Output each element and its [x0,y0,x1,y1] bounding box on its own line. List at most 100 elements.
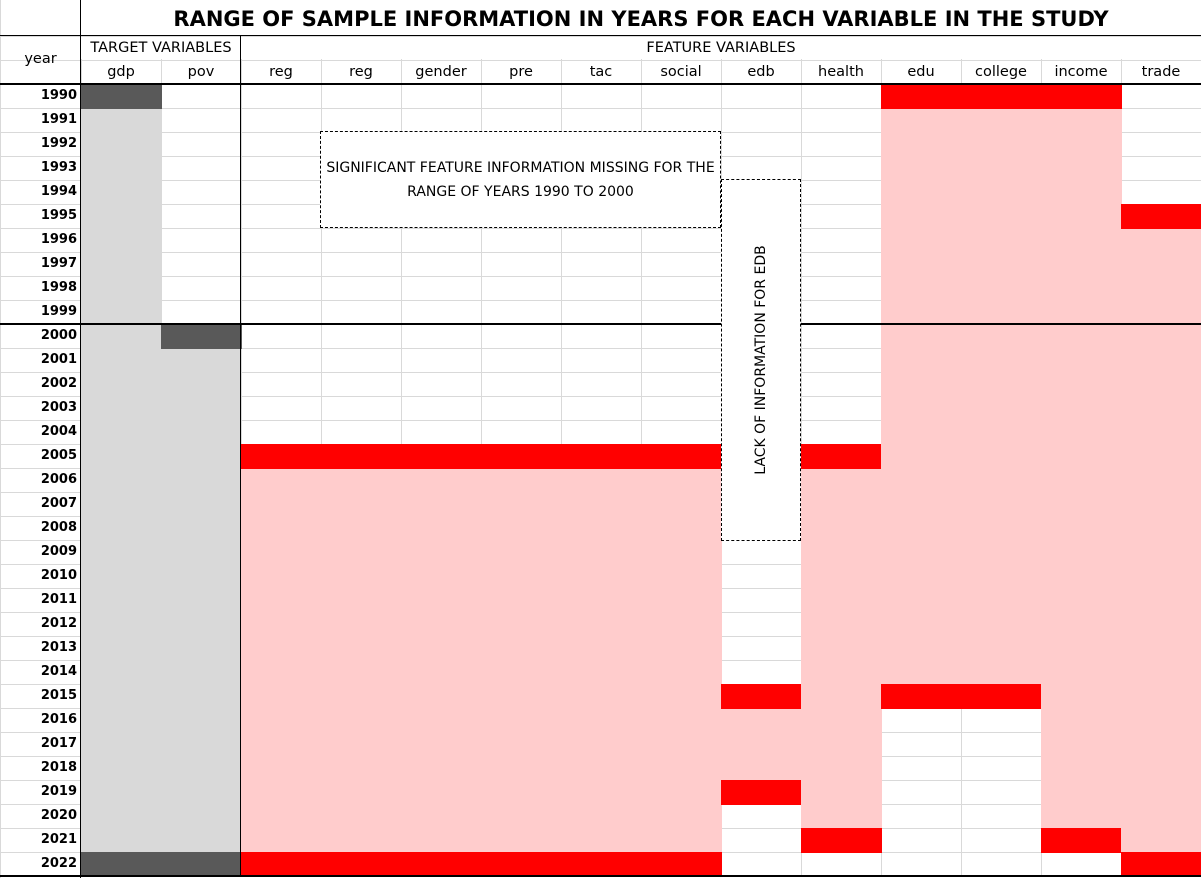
column-header-reg: reg [349,64,373,80]
grid-hline [0,252,1201,253]
coverage-range [241,444,322,877]
feature-missing-text: SIGNIFICANT FEATURE INFORMATION MISSING … [326,159,715,200]
year-label: 1995 [40,208,77,223]
year-label: 2007 [40,496,77,511]
year-label: 1990 [40,88,77,103]
year-label: 1998 [40,280,77,295]
coverage-range [81,84,162,877]
year-label: 2003 [40,400,77,415]
year-label: 1994 [40,184,77,199]
year-label: 2022 [40,856,77,871]
year-label: 2020 [40,808,77,823]
year-label: 2001 [40,352,77,367]
coverage-start [961,84,1042,109]
year-label: 2017 [40,736,77,751]
grid-hline [0,276,1201,277]
sheet-title: RANGE OF SAMPLE INFORMATION IN YEARS FOR… [173,7,1109,31]
coverage-range [1121,204,1201,877]
column-header-income: income [1054,64,1108,80]
year-label: 2005 [40,448,77,463]
year-2000-rule [0,323,1201,325]
year-label: 2009 [40,544,77,559]
grid-hline [0,348,1201,349]
grid-hline [0,108,1201,109]
year-label: 2000 [40,328,77,343]
grid-hline [0,420,1201,421]
coverage-range [881,84,962,709]
header-rule [0,83,1201,85]
year-label: 2021 [40,832,77,847]
column-header-reg: reg [269,64,293,80]
year-column-rule [80,0,81,878]
year-label: 2018 [40,760,77,775]
coverage-end [801,828,882,853]
coverage-end [481,852,562,877]
year-label: 2014 [40,664,77,679]
column-header-college: college [975,64,1027,80]
year-label: 2008 [40,520,77,535]
year-label: 1999 [40,304,77,319]
coverage-range [641,444,722,877]
year-label: 1996 [40,232,77,247]
year-label: 2010 [40,568,77,583]
edb-missing-text: LACK OF INFORMATION FOR EDB [753,245,769,475]
grid-hline [0,228,1201,229]
coverage-range [321,444,402,877]
coverage-end [961,684,1042,709]
bottom-rule [0,875,1201,877]
coverage-range [1041,84,1122,853]
coverage-start [241,444,322,469]
column-header-gender: gender [415,64,467,80]
coverage-start [881,84,962,109]
coverage-range [961,84,1042,709]
year-label: 1992 [40,136,77,151]
grid-hline [0,396,1201,397]
coverage-end [81,852,162,877]
column-header-health: health [818,64,864,80]
coverage-start [481,444,562,469]
coverage-end [561,852,642,877]
coverage-end [161,852,242,877]
year-label: 2004 [40,424,77,439]
column-header-pre: pre [509,64,533,80]
coverage-start [801,444,882,469]
coverage-end [721,780,802,805]
feature-missing-note: SIGNIFICANT FEATURE INFORMATION MISSING … [320,131,721,228]
coverage-start [161,324,242,349]
coverage-range [161,324,242,877]
coverage-range [561,444,642,877]
coverage-end [321,852,402,877]
column-header-social: social [660,64,702,80]
coverage-start [641,444,722,469]
year-label: 2013 [40,640,77,655]
grid-hline [0,36,1201,37]
year-header: year [24,51,57,67]
year-label: 2011 [40,592,77,607]
title-rule [0,35,1201,36]
column-header-gdp: gdp [107,64,135,80]
coverage-range [401,444,482,877]
year-label: 1991 [40,112,77,127]
grid-vline [0,0,1,878]
target-variables-header: TARGET VARIABLES [81,37,241,59]
year-label: 2015 [40,688,77,703]
coverage-range [801,444,882,853]
coverage-start [561,444,642,469]
coverage-end [1121,852,1201,877]
coverage-end [401,852,482,877]
year-label: 2002 [40,376,77,391]
column-header-edb: edb [747,64,775,80]
column-header-pov: pov [187,64,215,80]
column-header-tac: tac [589,64,613,80]
coverage-start [1121,204,1201,229]
grid-hline [0,372,1201,373]
edb-missing-note: LACK OF INFORMATION FOR EDB [721,179,801,541]
coverage-end [1041,828,1122,853]
column-header-edu: edu [907,64,935,80]
coverage-range [481,444,562,877]
coverage-end [641,852,722,877]
column-header-trade: trade [1141,64,1181,80]
coverage-start [81,84,162,109]
year-label: 2016 [40,712,77,727]
